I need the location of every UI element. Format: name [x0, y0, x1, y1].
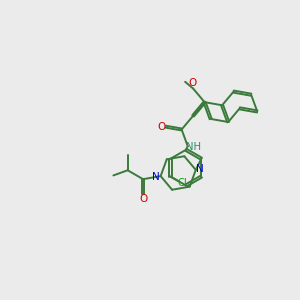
Text: N: N — [196, 164, 204, 174]
Text: O: O — [140, 194, 148, 204]
Text: Cl: Cl — [177, 178, 187, 188]
Text: N: N — [152, 172, 160, 182]
Text: O: O — [188, 78, 196, 88]
Text: O: O — [157, 122, 166, 132]
Text: NH: NH — [186, 142, 201, 152]
